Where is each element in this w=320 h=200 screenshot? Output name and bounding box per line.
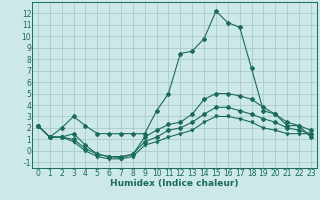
X-axis label: Humidex (Indice chaleur): Humidex (Indice chaleur) xyxy=(110,179,239,188)
